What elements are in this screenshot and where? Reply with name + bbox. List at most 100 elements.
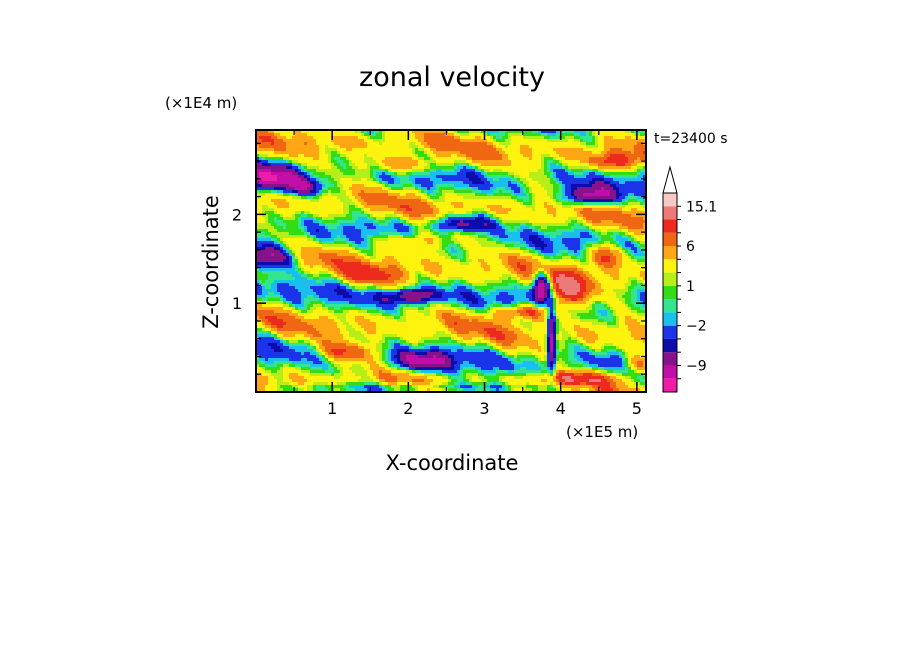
heatmap-cell — [502, 262, 509, 266]
heatmap-cell — [391, 343, 395, 347]
heatmap-cell — [361, 376, 371, 380]
heatmap-cell — [376, 247, 440, 251]
heatmap-cell — [502, 385, 506, 389]
heatmap-cell — [529, 172, 545, 176]
heatmap-cell — [400, 289, 413, 293]
heatmap-cell — [505, 130, 533, 134]
heatmap-cell — [316, 292, 338, 296]
heatmap-cell — [358, 205, 365, 209]
heatmap-cell — [379, 364, 386, 368]
heatmap-cell — [367, 226, 377, 230]
heatmap-cell — [472, 181, 485, 185]
heatmap-cell — [484, 130, 488, 134]
heatmap-cell — [499, 352, 503, 356]
heatmap-cell — [490, 310, 497, 314]
heatmap-cell — [553, 214, 557, 218]
heatmap-cell — [466, 256, 470, 260]
heatmap-cell — [376, 349, 383, 353]
heatmap-cell — [436, 187, 440, 191]
heatmap-cell — [274, 253, 284, 257]
heatmap-cell — [361, 262, 371, 266]
heatmap-cell — [592, 208, 623, 212]
heatmap-cell — [481, 265, 491, 269]
heatmap-cell — [301, 169, 305, 173]
heatmap-cell — [364, 184, 383, 188]
heatmap-cell — [259, 337, 275, 341]
heatmap-cell — [631, 247, 638, 251]
heatmap-cell — [274, 334, 278, 338]
heatmap-cell — [256, 385, 266, 389]
heatmap-cell — [451, 334, 458, 338]
heatmap-cell — [424, 268, 443, 272]
heatmap-cell — [631, 307, 641, 311]
heatmap-cell — [292, 301, 302, 305]
heatmap-cell — [274, 247, 281, 251]
heatmap-cell — [256, 199, 272, 203]
heatmap-cell — [343, 385, 350, 389]
heatmap-cell — [304, 268, 329, 272]
heatmap-cell — [415, 352, 428, 356]
heatmap-cell — [319, 358, 323, 362]
heatmap-cell — [301, 220, 305, 224]
heatmap-cell — [397, 310, 401, 314]
heatmap-cell — [547, 307, 551, 311]
heatmap-cell — [355, 220, 374, 224]
heatmap-cell — [592, 346, 602, 350]
heatmap-cell — [376, 226, 395, 230]
heatmap-cell — [346, 283, 350, 287]
heatmap-cell — [439, 190, 443, 194]
heatmap-cell — [550, 268, 578, 272]
heatmap-cell — [337, 325, 347, 329]
heatmap-cell — [379, 379, 386, 383]
heatmap-cell — [388, 364, 392, 368]
heatmap-cell — [259, 358, 266, 362]
heatmap-cell — [463, 253, 467, 257]
heatmap-cell — [370, 352, 380, 356]
heatmap-cell — [505, 382, 509, 386]
heatmap-cell — [586, 349, 593, 353]
heatmap-cell — [574, 373, 584, 377]
heatmap-cell — [511, 139, 548, 143]
heatmap-cell — [508, 154, 524, 158]
heatmap-cell — [418, 163, 428, 167]
heatmap-cell — [289, 283, 326, 287]
heatmap-cell — [493, 382, 497, 386]
heatmap-cell — [532, 268, 539, 272]
heatmap-cell — [442, 271, 512, 275]
heatmap-cell — [379, 178, 383, 182]
heatmap-cell — [400, 295, 431, 299]
heatmap-cell — [517, 355, 536, 359]
heatmap-cell — [346, 214, 353, 218]
heatmap-cell — [283, 295, 302, 299]
heatmap-cell — [466, 286, 473, 290]
heatmap-cell — [316, 238, 320, 242]
x-tick-label: 5 — [632, 399, 642, 418]
heatmap-cell — [388, 238, 425, 242]
heatmap-cell — [625, 364, 629, 368]
heatmap-cell — [493, 190, 500, 194]
colorbar-label: 1 — [686, 279, 695, 295]
heatmap-cell — [511, 304, 518, 308]
heatmap-cell — [613, 265, 623, 269]
heatmap-cell — [478, 298, 485, 302]
heatmap-cell — [535, 250, 539, 254]
heatmap-cell — [439, 226, 458, 230]
heatmap-cell — [565, 298, 572, 302]
heatmap-cell — [400, 358, 407, 362]
heatmap-cell — [382, 160, 419, 164]
heatmap-cell — [547, 310, 551, 314]
heatmap-cell — [613, 307, 629, 311]
heatmap-cell — [538, 271, 545, 275]
heatmap-cell — [577, 298, 584, 302]
heatmap-cell — [313, 214, 320, 218]
heatmap-cell — [322, 367, 329, 371]
heatmap-cell — [550, 259, 560, 263]
heatmap-cell — [295, 130, 302, 134]
heatmap-cell — [328, 271, 335, 275]
heatmap-cell — [346, 163, 350, 167]
heatmap-cell — [373, 223, 380, 227]
heatmap-cell — [496, 388, 500, 392]
heatmap-cell — [346, 241, 353, 245]
heatmap-cell — [271, 286, 278, 290]
heatmap-cell — [622, 295, 632, 299]
